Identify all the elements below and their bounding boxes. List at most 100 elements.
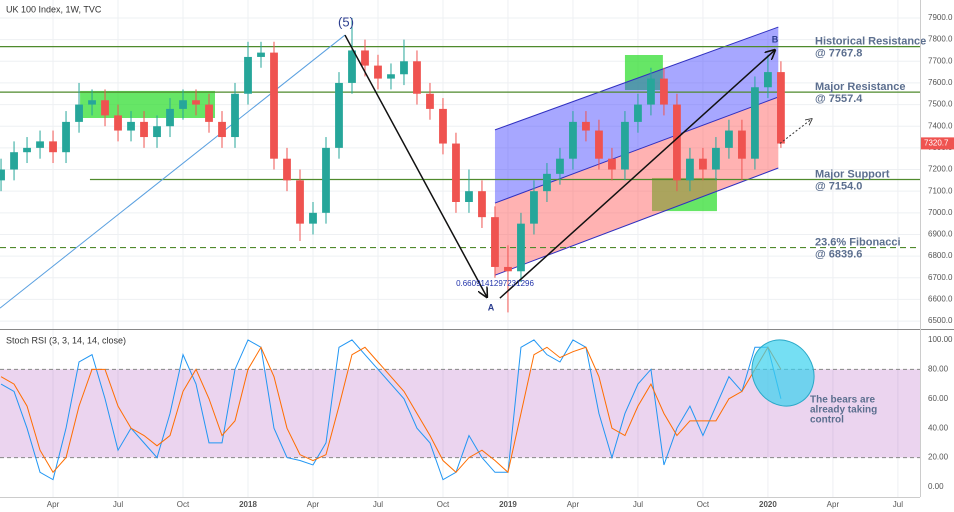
candle-body — [738, 130, 746, 159]
channel-line — [494, 167, 779, 276]
candle-body — [439, 108, 447, 144]
channel-line — [494, 96, 779, 204]
candle-body — [621, 121, 629, 170]
candle-body — [465, 191, 473, 202]
candle-body — [543, 173, 551, 192]
y-tick-label: 7900.0 — [928, 13, 953, 22]
x-tick-label: Jul — [113, 500, 123, 509]
x-tick-label: Apr — [47, 500, 60, 509]
candle-body — [192, 100, 200, 105]
y-tick-label: 7200.0 — [928, 165, 953, 174]
candle-body — [153, 126, 161, 138]
x-tick-label: Jul — [633, 500, 643, 509]
indicator-title: Stoch RSI (3, 3, 14, 14, close) — [6, 335, 126, 345]
candle-body — [413, 61, 421, 94]
level-name: Major Resistance — [815, 81, 905, 93]
x-tick-label: Apr — [827, 500, 840, 509]
y-tick-label: 7500.0 — [928, 100, 953, 109]
y-tick-label: 100.00 — [928, 335, 953, 344]
candle-body — [270, 52, 278, 159]
level-name: 23.6% Fibonacci — [815, 236, 901, 248]
candle-body — [101, 100, 109, 116]
candle-body — [660, 78, 668, 105]
candle-body — [179, 100, 187, 109]
chart-title: UK 100 Index, 1W, TVC — [6, 4, 102, 14]
candle-body — [582, 121, 590, 131]
price-tag-label: 7320.7 — [924, 138, 949, 147]
y-tick-label: 6900.0 — [928, 230, 953, 239]
candle-body — [517, 223, 525, 272]
y-tick-label: 0.00 — [928, 482, 944, 491]
x-tick-label: Oct — [177, 500, 190, 509]
candle-body — [400, 61, 408, 75]
note: already taking — [810, 405, 877, 416]
fib-ratio: 0.6609141297231296 — [456, 279, 534, 288]
note: The bears are — [810, 395, 875, 406]
candle-body — [699, 158, 707, 170]
point-label: A — [488, 302, 495, 312]
candle-body — [322, 147, 330, 213]
candle-body — [426, 93, 434, 109]
x-tick-label: 2019 — [499, 500, 517, 509]
stoch-line — [0, 346, 782, 474]
candle-body — [569, 121, 577, 159]
x-tick-label: 2018 — [239, 500, 257, 509]
x-tick-label: Oct — [437, 500, 450, 509]
arrow — [499, 50, 775, 299]
channel-lower — [494, 96, 779, 276]
level-value: @ 7154.0 — [815, 180, 862, 192]
x-tick-label: Apr — [307, 500, 320, 509]
level-value: @ 7767.8 — [815, 47, 862, 59]
x-tick-label: Jul — [893, 500, 903, 509]
candle-body — [296, 180, 304, 224]
candle-body — [309, 212, 317, 224]
candle-body — [387, 74, 395, 79]
candle-body — [127, 121, 135, 131]
candle-body — [283, 158, 291, 181]
y-tick-label: 7800.0 — [928, 35, 953, 44]
y-tick-label: 7100.0 — [928, 186, 953, 195]
candle-body — [634, 104, 642, 122]
y-tick-label: 6700.0 — [928, 273, 953, 282]
point-label: B — [772, 34, 779, 44]
level-name: Historical Resistance — [815, 35, 926, 47]
price-tag — [921, 137, 954, 150]
candle-body — [88, 100, 96, 105]
y-tick-label: 6500.0 — [928, 316, 953, 325]
candle-body — [348, 50, 356, 83]
candle-body — [244, 56, 252, 94]
candle-body — [49, 141, 57, 153]
candle-body — [218, 121, 226, 138]
y-tick-label: 80.00 — [928, 364, 949, 373]
y-tick-label: 7600.0 — [928, 78, 953, 87]
candle-body — [0, 169, 5, 181]
candle-body — [23, 147, 31, 153]
highlight-ellipse — [751, 339, 815, 407]
candle-body — [725, 130, 733, 148]
candle-body — [491, 217, 499, 267]
x-tick-label: Apr — [567, 500, 580, 509]
candle-body — [504, 266, 512, 272]
y-tick-label: 60.00 — [928, 394, 949, 403]
wave-label: (5) — [338, 14, 354, 29]
candle-body — [75, 104, 83, 122]
candle-body — [62, 121, 70, 153]
candle-body — [764, 72, 772, 88]
x-tick-label: 2020 — [759, 500, 777, 509]
candle-body — [140, 121, 148, 138]
arrow — [779, 119, 812, 144]
candle-body — [205, 104, 213, 122]
candle-body — [556, 158, 564, 174]
candle-body — [114, 115, 122, 131]
level-name: Major Support — [815, 168, 890, 180]
candle-body — [36, 141, 44, 148]
candle-body — [608, 158, 616, 170]
y-tick-label: 40.00 — [928, 423, 949, 432]
trendline — [0, 34, 346, 309]
candle-body — [530, 191, 538, 224]
channel-line — [494, 26, 779, 131]
y-tick-label: 7700.0 — [928, 56, 953, 65]
candle-body — [231, 93, 239, 138]
candle-body — [335, 82, 343, 148]
